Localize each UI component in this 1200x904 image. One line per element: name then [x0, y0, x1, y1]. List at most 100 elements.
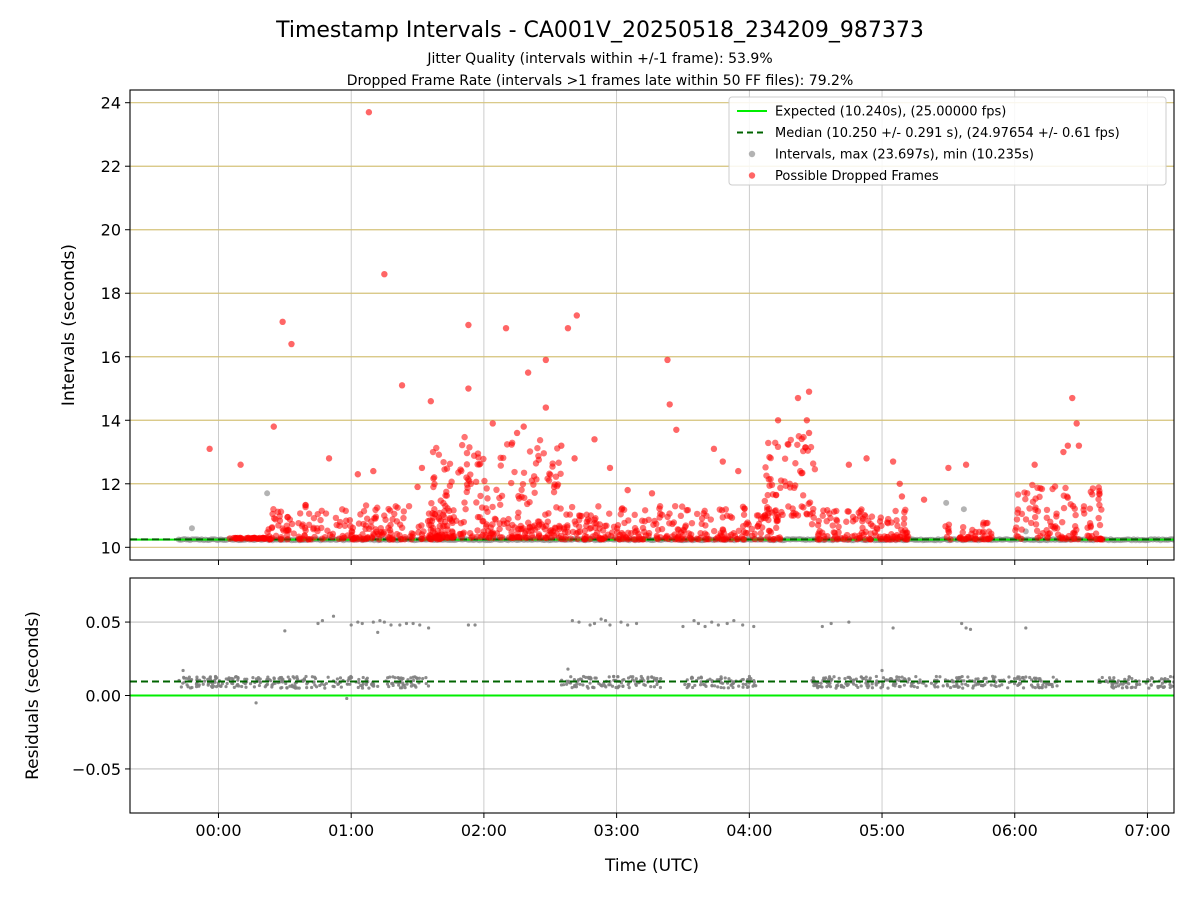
- residual-point: [357, 677, 361, 682]
- dropped-frame-point: [666, 401, 673, 408]
- residual-point: [411, 675, 415, 679]
- residual-point: [843, 676, 847, 681]
- top-ylabel: Intervals (seconds): [59, 244, 79, 406]
- residual-point: [991, 674, 995, 679]
- residual-point: [902, 683, 906, 687]
- residual-point: [691, 685, 695, 690]
- top-ytick-label: 22: [101, 157, 121, 176]
- residual-point: [915, 685, 920, 690]
- residual-point: [874, 674, 878, 679]
- dropped-frame-point: [707, 516, 714, 523]
- dropped-frame-point: [945, 464, 952, 472]
- dropped-frame-point: [1056, 535, 1064, 542]
- dropped-frame-point: [723, 512, 731, 519]
- residual-point: [1168, 674, 1173, 679]
- residual-point: [968, 627, 973, 632]
- dropped-frame-point: [802, 444, 809, 451]
- residual-point: [1047, 682, 1051, 686]
- residual-point: [832, 675, 836, 679]
- figure-subtitle-dropped: Dropped Frame Rate (intervals >1 frames …: [347, 73, 854, 89]
- dropped-frame-point: [1032, 521, 1040, 528]
- residual-point: [973, 680, 977, 684]
- dropped-frame-point: [310, 514, 318, 522]
- legend-dropped-marker: [748, 172, 756, 179]
- residual-point: [1034, 676, 1038, 680]
- interval-point: [264, 490, 271, 497]
- residual-point: [271, 682, 275, 686]
- residual-point: [266, 675, 270, 679]
- dropped-frame-point: [455, 469, 462, 476]
- dropped-frame-point: [508, 479, 515, 487]
- residual-point: [360, 686, 365, 690]
- residual-point: [286, 675, 290, 679]
- dropped-frame-point: [1085, 532, 1093, 540]
- residual-point: [290, 685, 294, 689]
- dropped-frame-point: [792, 482, 799, 489]
- top-ytick-label: 24: [101, 94, 121, 113]
- residual-point: [404, 621, 409, 626]
- residual-point: [1162, 685, 1166, 689]
- dropped-frame-point: [810, 505, 817, 513]
- residual-point: [1133, 685, 1138, 689]
- dropped-frame-point: [768, 481, 776, 489]
- dropped-frame-point: [827, 514, 834, 522]
- dropped-frame-point: [511, 468, 518, 476]
- dropped-frame-point: [592, 515, 599, 522]
- residual-point: [194, 685, 199, 689]
- dropped-frame-point: [453, 517, 460, 524]
- dropped-frame-point: [868, 513, 876, 520]
- residual-point: [914, 675, 918, 679]
- dropped-frame-point: [493, 486, 500, 494]
- dropped-frame-point: [867, 536, 874, 543]
- residual-point: [699, 680, 703, 684]
- dropped-frame-point: [571, 455, 578, 462]
- dropped-frame-point: [1096, 521, 1104, 529]
- residual-point: [602, 681, 606, 685]
- dropped-frame-point: [748, 525, 756, 533]
- residual-point: [879, 686, 883, 690]
- dropped-frame-point: [563, 511, 570, 518]
- residual-point: [997, 684, 1002, 688]
- dropped-frame-point: [1075, 442, 1083, 449]
- residual-point: [206, 677, 210, 681]
- dropped-frame-point: [1096, 535, 1103, 543]
- residual-point: [659, 676, 663, 681]
- dropped-frame-point: [764, 491, 771, 499]
- dropped-frame-point: [620, 506, 628, 513]
- dropped-frame-point: [805, 388, 813, 395]
- dropped-frame-point: [544, 534, 551, 541]
- bottom-ytick-label: −0.05: [72, 760, 121, 779]
- residual-point: [401, 681, 405, 685]
- dropped-frame-point: [765, 509, 772, 517]
- residual-point: [1137, 679, 1141, 683]
- residual-point: [983, 683, 987, 687]
- dropped-frame-point: [650, 521, 657, 528]
- residual-point: [640, 677, 645, 681]
- residual-point: [225, 681, 229, 686]
- dropped-frame-point: [1027, 519, 1035, 527]
- dropped-frame-point: [543, 522, 550, 530]
- dropped-frame-point: [362, 502, 370, 509]
- residual-point: [326, 675, 330, 679]
- dropped-frame-point: [428, 499, 435, 507]
- dropped-frame-point: [435, 451, 443, 458]
- dropped-frame-point: [959, 523, 967, 531]
- dropped-frame-point: [389, 516, 396, 523]
- dropped-frame-point: [841, 534, 849, 541]
- dropped-frame-point: [360, 520, 367, 528]
- dropped-frame-point: [781, 455, 789, 462]
- dropped-frame-point: [238, 535, 246, 542]
- legend-intervals-marker: [748, 150, 756, 158]
- residual-point: [415, 676, 419, 681]
- dropped-frame-point: [443, 533, 450, 541]
- dropped-frame-point: [831, 529, 838, 537]
- residual-point: [713, 684, 717, 688]
- residual-point: [206, 682, 211, 686]
- dropped-frame-point: [482, 523, 490, 530]
- residual-point: [1044, 685, 1048, 689]
- dropped-frame-point: [693, 510, 701, 518]
- residual-point: [699, 675, 703, 679]
- dropped-frame-point: [867, 530, 874, 537]
- dropped-frame-point: [542, 404, 550, 411]
- dropped-frame-point: [558, 535, 565, 543]
